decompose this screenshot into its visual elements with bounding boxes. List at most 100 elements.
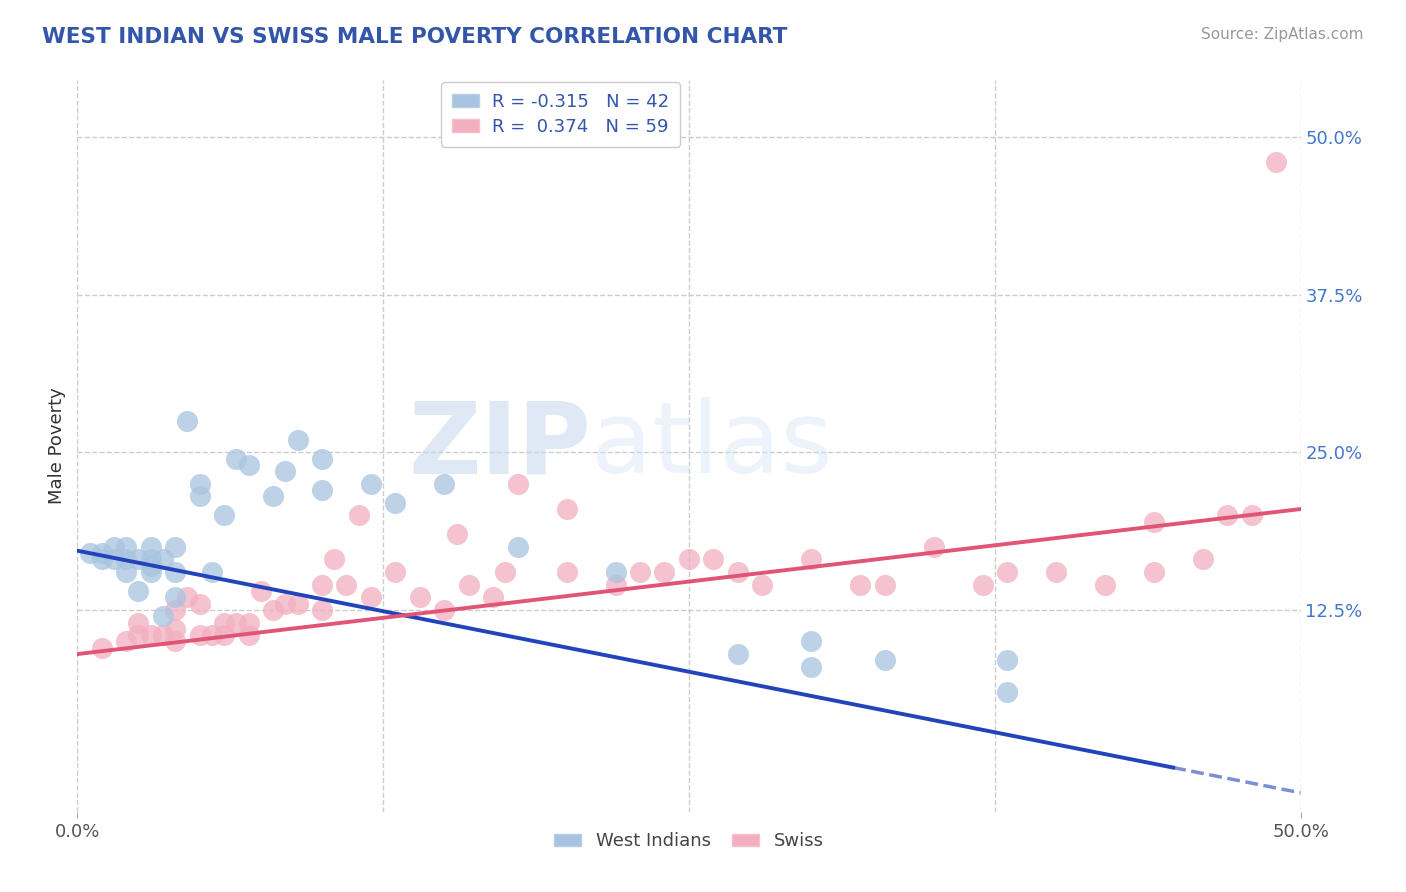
- Point: [225, 451, 247, 466]
- Point: [1240, 508, 1263, 523]
- Text: ZIP: ZIP: [408, 398, 591, 494]
- Point: [409, 591, 432, 605]
- Point: [115, 552, 138, 566]
- Point: [127, 628, 149, 642]
- Point: [555, 565, 578, 579]
- Point: [287, 433, 309, 447]
- Point: [238, 628, 260, 642]
- Point: [103, 552, 125, 566]
- Point: [482, 591, 505, 605]
- Point: [1265, 155, 1288, 169]
- Point: [176, 591, 198, 605]
- Point: [90, 552, 112, 566]
- Point: [188, 476, 211, 491]
- Point: [1094, 578, 1116, 592]
- Point: [1143, 515, 1166, 529]
- Point: [849, 578, 872, 592]
- Point: [1216, 508, 1239, 523]
- Point: [311, 578, 333, 592]
- Point: [323, 552, 346, 566]
- Point: [90, 640, 112, 655]
- Point: [1191, 552, 1213, 566]
- Point: [995, 565, 1018, 579]
- Point: [873, 653, 896, 667]
- Point: [360, 476, 382, 491]
- Point: [506, 540, 529, 554]
- Point: [212, 628, 235, 642]
- Point: [702, 552, 724, 566]
- Text: Source: ZipAtlas.com: Source: ZipAtlas.com: [1201, 27, 1364, 42]
- Point: [201, 628, 224, 642]
- Point: [287, 597, 309, 611]
- Point: [250, 584, 273, 599]
- Point: [433, 476, 456, 491]
- Point: [165, 591, 187, 605]
- Point: [800, 634, 823, 648]
- Point: [115, 634, 138, 648]
- Point: [751, 578, 773, 592]
- Point: [922, 540, 945, 554]
- Point: [972, 578, 994, 592]
- Text: WEST INDIAN VS SWISS MALE POVERTY CORRELATION CHART: WEST INDIAN VS SWISS MALE POVERTY CORREL…: [42, 27, 787, 46]
- Point: [152, 628, 174, 642]
- Legend: West Indians, Swiss: West Indians, Swiss: [547, 825, 831, 857]
- Point: [506, 476, 529, 491]
- Point: [995, 653, 1018, 667]
- Point: [727, 647, 749, 661]
- Point: [127, 584, 149, 599]
- Point: [274, 464, 297, 478]
- Point: [311, 603, 333, 617]
- Point: [495, 565, 517, 579]
- Point: [262, 490, 284, 504]
- Point: [188, 628, 211, 642]
- Point: [103, 540, 125, 554]
- Point: [433, 603, 456, 617]
- Point: [139, 565, 162, 579]
- Point: [311, 451, 333, 466]
- Point: [628, 565, 651, 579]
- Point: [188, 490, 211, 504]
- Point: [176, 414, 198, 428]
- Text: atlas: atlas: [591, 398, 832, 494]
- Point: [274, 597, 297, 611]
- Point: [139, 628, 162, 642]
- Point: [605, 578, 627, 592]
- Point: [238, 615, 260, 630]
- Point: [446, 527, 468, 541]
- Point: [360, 591, 382, 605]
- Point: [347, 508, 370, 523]
- Point: [800, 552, 823, 566]
- Y-axis label: Male Poverty: Male Poverty: [48, 388, 66, 504]
- Point: [1045, 565, 1067, 579]
- Point: [995, 685, 1018, 699]
- Point: [555, 502, 578, 516]
- Point: [152, 552, 174, 566]
- Point: [212, 508, 235, 523]
- Point: [115, 540, 138, 554]
- Point: [678, 552, 700, 566]
- Point: [262, 603, 284, 617]
- Point: [335, 578, 357, 592]
- Point: [238, 458, 260, 472]
- Point: [1143, 565, 1166, 579]
- Point: [384, 565, 406, 579]
- Point: [311, 483, 333, 497]
- Point: [165, 634, 187, 648]
- Point: [727, 565, 749, 579]
- Point: [201, 565, 224, 579]
- Point: [165, 540, 187, 554]
- Point: [457, 578, 479, 592]
- Point: [139, 552, 162, 566]
- Point: [127, 615, 149, 630]
- Point: [152, 609, 174, 624]
- Point: [165, 603, 187, 617]
- Point: [79, 546, 101, 560]
- Point: [115, 565, 138, 579]
- Point: [188, 597, 211, 611]
- Point: [605, 565, 627, 579]
- Point: [800, 659, 823, 673]
- Point: [225, 615, 247, 630]
- Point: [873, 578, 896, 592]
- Point: [127, 552, 149, 566]
- Point: [139, 540, 162, 554]
